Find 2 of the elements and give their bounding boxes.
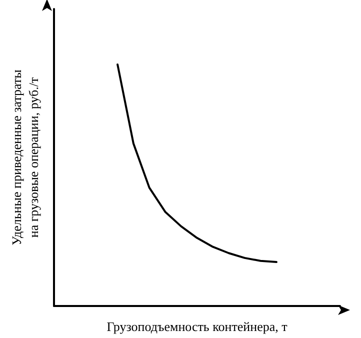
x-axis-title: Грузоподъемность контейнера, т: [106, 319, 288, 334]
y-axis-title: Удельные приведенные затраты на грузовые операции, руб./т: [9, 69, 41, 246]
